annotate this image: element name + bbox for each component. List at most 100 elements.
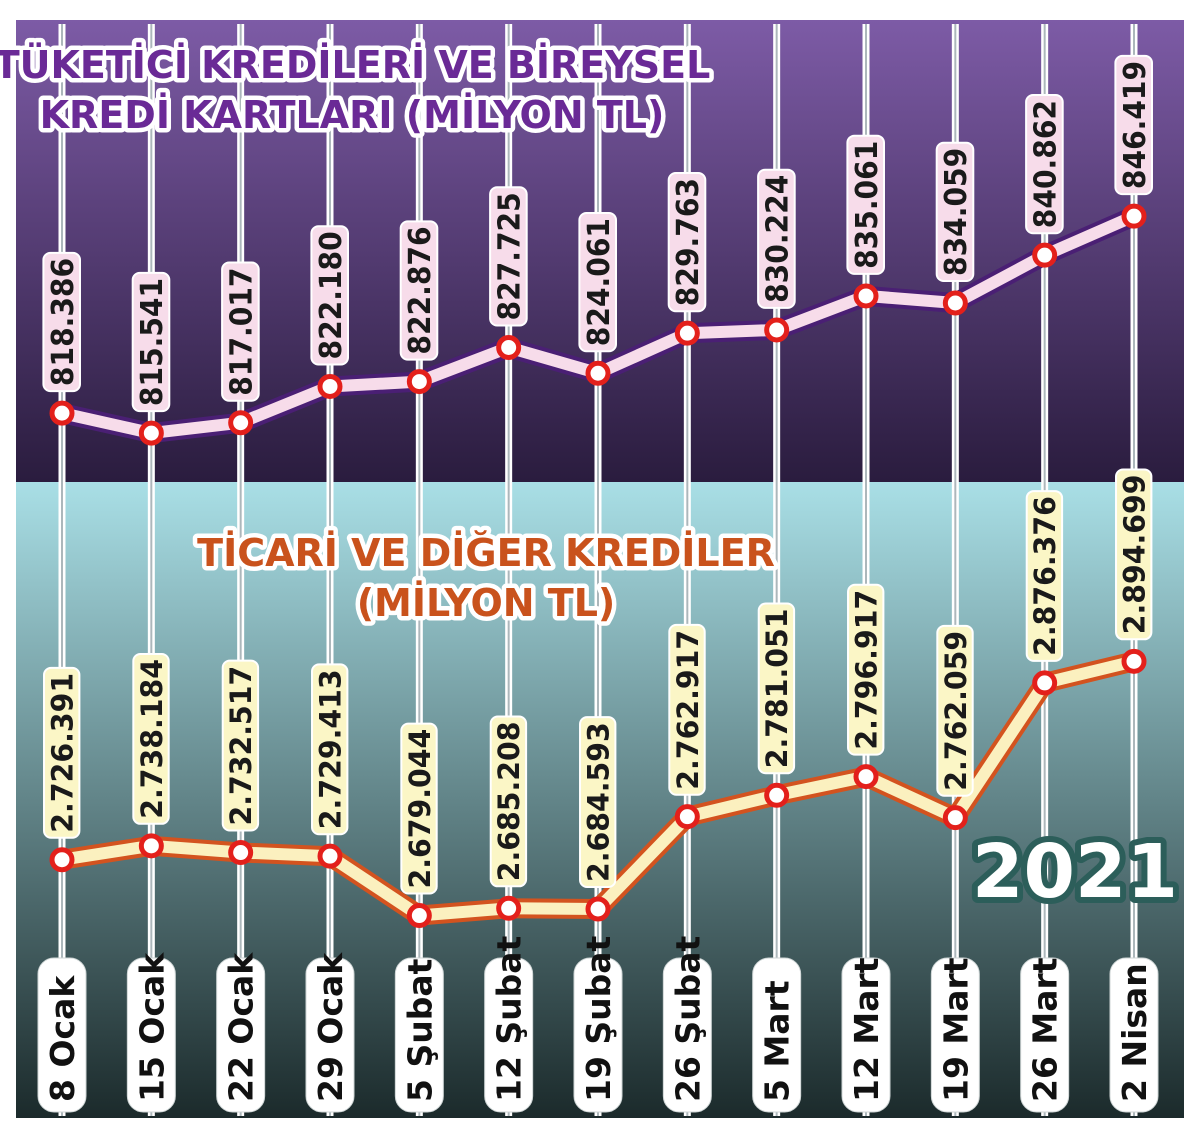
bottom-title-line: TİCARİ VE DİĞER KREDİLER	[197, 531, 775, 575]
date-label: 19 Şubat	[579, 935, 618, 1102]
top-data-point	[585, 360, 611, 386]
top-data-point	[853, 283, 879, 309]
date-label: 5 Mart	[758, 980, 797, 1102]
top-data-point	[496, 335, 522, 360]
bottom-value-label-bg	[489, 715, 528, 888]
bottom-value-label-bg	[847, 583, 885, 756]
bottom-value-label-bg	[757, 602, 796, 775]
bottom-value-label-bg	[132, 652, 170, 825]
top-value-label-group: 840.862	[1025, 94, 1064, 235]
bottom-data-point	[942, 805, 968, 831]
date-label-box	[484, 957, 534, 1113]
bottom-value-label: 2.796.917	[849, 590, 883, 750]
date-label-box	[216, 957, 266, 1113]
date-label-group: 2 Nisan	[1115, 963, 1154, 1102]
bottom-value-label: 2.684.593	[581, 722, 615, 882]
top-value-label-group: 818.386	[42, 251, 81, 393]
date-label-group: 19 Şubat	[579, 935, 618, 1102]
bottom-data-point	[317, 843, 343, 869]
bottom-value-label: 2.729.413	[313, 669, 347, 829]
date-label: 22 Ocak	[222, 952, 261, 1102]
bottom-data-point	[406, 903, 432, 929]
top-value-label-bg	[310, 225, 349, 366]
top-data-point	[406, 369, 432, 395]
top-data-point	[1121, 203, 1147, 229]
date-label-group: 29 Ocak	[311, 952, 350, 1102]
top-value-label: 830.224	[761, 175, 796, 303]
bottom-value-label-group: 2.729.413	[311, 663, 349, 836]
top-value-label-group: 817.017	[221, 261, 260, 402]
bottom-value-label: 2.894.699	[1117, 475, 1151, 635]
top-value-label-bg	[1025, 94, 1064, 235]
bottom-value-label-bg	[1115, 468, 1153, 641]
date-label: 12 Mart	[847, 957, 886, 1102]
top-value-label-group: 829.763	[667, 172, 707, 313]
date-label-box	[37, 957, 87, 1113]
bottom-value-label-group: 2.732.517	[221, 659, 260, 832]
top-value-label: 822.876	[403, 226, 438, 354]
date-label-box	[752, 957, 802, 1113]
date-label-box	[662, 957, 712, 1113]
bottom-data-point	[138, 833, 164, 859]
top-value-label-bg	[42, 251, 81, 393]
chart-titles: TÜKETİCİ KREDİLERİ VE BİREYSEL KREDİ KART…	[0, 39, 779, 630]
bottom-value-label-group: 2.679.044	[400, 722, 438, 895]
bottom-value-label: 2.726.391	[45, 673, 79, 833]
bottom-data-point	[228, 840, 254, 866]
bottom-value-label-bg	[43, 666, 81, 839]
bottom-data-point	[1121, 648, 1147, 674]
top-value-label-group: 815.541	[131, 271, 171, 413]
bottom-value-label-group: 2.684.593	[579, 716, 617, 888]
date-label-group: 8 Ocak	[43, 975, 82, 1102]
top-value-label-group: 830.224	[757, 168, 796, 309]
top-value-label: 824.061	[582, 218, 617, 346]
date-label-box	[305, 957, 355, 1113]
top-value-label-bg	[399, 220, 439, 361]
bottom-value-label-bg	[400, 722, 438, 895]
top-value-label: 818.386	[46, 258, 81, 386]
value-labels: 818.386 815.541 817.017 822.180 822.876 827.7…	[42, 54, 1153, 895]
date-label: 2 Nisan	[1115, 963, 1154, 1102]
date-label: 29 Ocak	[311, 952, 350, 1102]
top-value-label-group: 822.180	[310, 225, 349, 366]
bottom-data-point	[1032, 670, 1058, 696]
bottom-value-label-group: 2.762.059	[936, 624, 974, 797]
bottom-value-label: 2.679.044	[403, 729, 437, 889]
top-data-point	[1032, 242, 1058, 268]
date-label: 5 Şubat	[400, 958, 439, 1102]
top-data-point	[317, 373, 343, 399]
bottom-value-label-group: 2.738.184	[132, 652, 170, 825]
top-value-label: 829.763	[671, 178, 706, 306]
bottom-data-point	[496, 895, 522, 921]
top-title-line: KREDİ KARTLARI (MİLYON TL)	[40, 93, 665, 137]
top-data-point	[138, 420, 164, 446]
top-value-label-bg	[489, 186, 528, 327]
bottom-value-label-group: 2.894.699	[1115, 468, 1153, 641]
date-label-box	[394, 957, 444, 1113]
bottom-value-label-group: 2.685.208	[489, 715, 528, 888]
bottom-data-point	[764, 782, 790, 808]
top-data-point	[764, 317, 790, 343]
top-value-label-group: 834.059	[935, 141, 975, 282]
top-value-label: 846.419	[1118, 61, 1153, 189]
date-label-box	[930, 957, 980, 1113]
top-value-label-group: 827.725	[489, 186, 528, 327]
top-value-label-group: 824.061	[578, 212, 617, 353]
bottom-value-label: 2.781.051	[760, 609, 794, 769]
top-data-point	[942, 290, 968, 316]
bottom-value-label: 2.876.376	[1028, 496, 1062, 656]
date-label-box	[573, 957, 623, 1113]
bottom-value-label-group: 2.762.917	[668, 623, 706, 796]
top-value-label-bg	[131, 271, 171, 413]
date-label: 15 Ocak	[132, 952, 171, 1102]
bottom-value-label-bg	[579, 716, 617, 888]
bottom-value-label-bg	[311, 663, 349, 836]
date-label-group: 5 Şubat	[400, 958, 439, 1102]
top-value-label-bg	[935, 141, 975, 282]
bottom-value-label-bg	[1025, 490, 1064, 662]
date-label-box	[1020, 957, 1070, 1113]
date-label-group: 26 Şubat	[668, 935, 707, 1102]
date-labels: 8 Ocak 15 Ocak 22 Ocak 29 Ocak 5 Şubat 12 Şub…	[37, 935, 1159, 1113]
date-label-group: 15 Ocak	[132, 952, 171, 1102]
bottom-value-label-group: 2.796.917	[847, 583, 885, 756]
